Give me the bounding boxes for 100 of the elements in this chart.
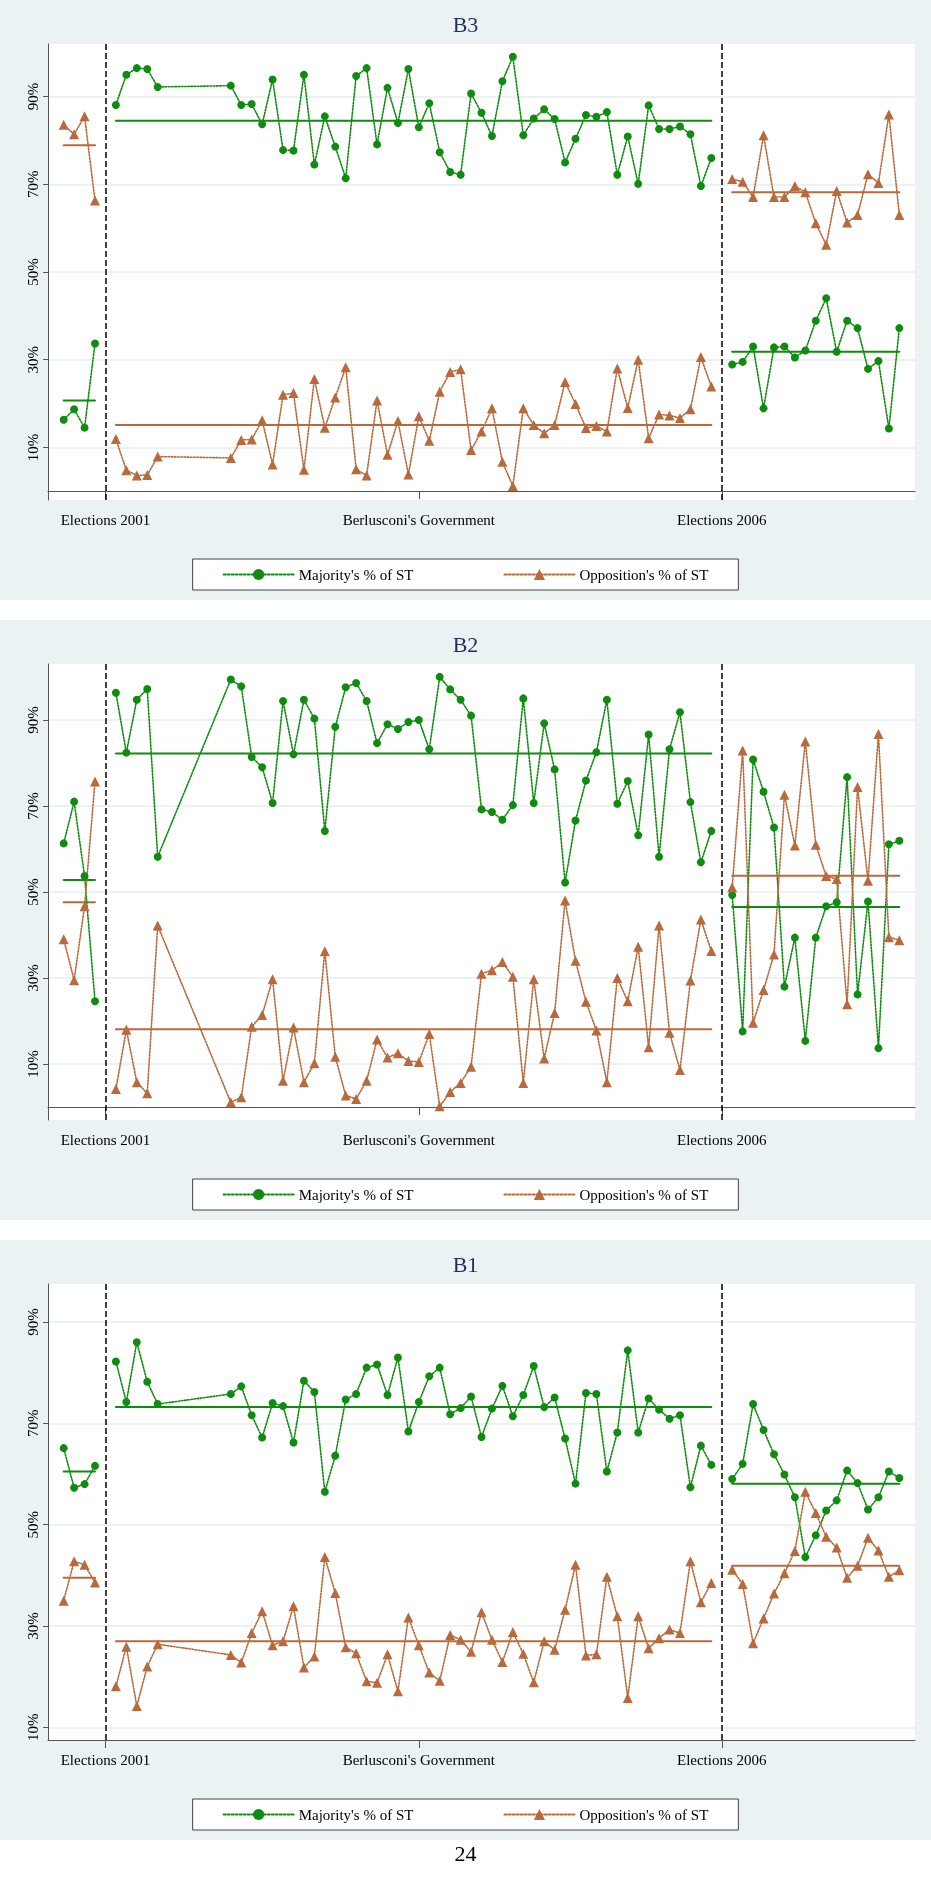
point xyxy=(341,683,350,692)
point xyxy=(58,1595,69,1606)
point xyxy=(707,826,716,835)
chart-title: B3 xyxy=(452,11,479,37)
point xyxy=(413,1056,424,1067)
point xyxy=(822,294,831,303)
point xyxy=(279,1402,288,1411)
point xyxy=(373,1360,382,1369)
point xyxy=(362,697,371,705)
point xyxy=(352,1389,361,1398)
legend-label: Opposition's % of ST xyxy=(579,1186,709,1203)
point xyxy=(780,1470,789,1479)
text: 24 xyxy=(453,1840,478,1868)
point xyxy=(80,872,89,881)
point xyxy=(540,1403,549,1412)
point xyxy=(456,695,465,704)
point xyxy=(613,1428,622,1437)
point xyxy=(340,1642,351,1653)
point xyxy=(696,858,705,867)
point xyxy=(862,169,873,180)
point xyxy=(246,1628,257,1639)
point xyxy=(434,1675,445,1686)
point xyxy=(121,1641,132,1652)
point xyxy=(895,324,904,333)
point xyxy=(497,456,508,467)
point xyxy=(811,316,820,325)
point xyxy=(518,1648,529,1659)
point xyxy=(110,1084,121,1095)
legend-label: Opposition's % of ST xyxy=(579,566,709,583)
point xyxy=(414,123,423,132)
point xyxy=(59,415,68,424)
point xyxy=(727,1564,738,1575)
point xyxy=(738,1459,747,1468)
point xyxy=(570,398,581,409)
point xyxy=(665,125,674,134)
point xyxy=(152,1639,163,1650)
point xyxy=(414,715,423,724)
point xyxy=(258,1433,267,1442)
point xyxy=(655,125,664,134)
point xyxy=(142,1088,153,1099)
y-tick-label: 10% xyxy=(24,433,41,462)
point xyxy=(560,1604,571,1615)
point xyxy=(883,109,894,120)
point xyxy=(289,146,298,155)
point xyxy=(685,975,696,986)
point xyxy=(707,154,716,162)
point xyxy=(831,185,842,196)
point xyxy=(706,1577,717,1588)
point xyxy=(612,973,623,984)
point xyxy=(341,174,350,183)
point xyxy=(634,1428,643,1437)
point xyxy=(695,352,706,363)
y-tick-label: 90% xyxy=(24,1308,41,1336)
point xyxy=(529,798,538,807)
point xyxy=(873,729,884,740)
point xyxy=(487,132,496,141)
point xyxy=(737,1578,748,1589)
point xyxy=(142,1661,153,1672)
point xyxy=(873,1545,884,1556)
point xyxy=(674,1065,685,1076)
point xyxy=(748,192,759,203)
point xyxy=(477,805,486,814)
point xyxy=(69,975,80,986)
point xyxy=(779,1568,790,1579)
point xyxy=(309,1651,320,1662)
point xyxy=(592,112,601,121)
point xyxy=(789,181,800,192)
point xyxy=(852,1560,863,1571)
point xyxy=(351,1648,362,1659)
point xyxy=(696,182,705,191)
point xyxy=(121,465,132,476)
point xyxy=(132,1338,141,1347)
point xyxy=(810,1508,821,1519)
point xyxy=(832,347,841,356)
point xyxy=(675,122,684,131)
point xyxy=(832,898,841,907)
point xyxy=(258,763,267,772)
point xyxy=(685,404,696,415)
point xyxy=(236,1092,247,1103)
point xyxy=(403,1056,414,1067)
point xyxy=(278,1636,289,1647)
point xyxy=(90,1577,101,1588)
point xyxy=(853,324,862,333)
point xyxy=(278,389,289,400)
point xyxy=(664,410,675,421)
point xyxy=(592,748,601,757)
point xyxy=(622,996,633,1007)
point xyxy=(560,895,571,906)
x-tick-label: Elections 2001 xyxy=(60,511,151,528)
point xyxy=(226,1389,235,1398)
point xyxy=(758,1613,769,1624)
point xyxy=(519,131,528,140)
point xyxy=(351,464,362,475)
point xyxy=(131,1701,142,1712)
x-tick-label: Berlusconi's Government xyxy=(342,511,496,528)
point xyxy=(612,1611,623,1622)
point xyxy=(655,1405,664,1414)
y-tick-label: 30% xyxy=(24,345,41,374)
point xyxy=(143,64,152,73)
point xyxy=(864,1505,872,1514)
